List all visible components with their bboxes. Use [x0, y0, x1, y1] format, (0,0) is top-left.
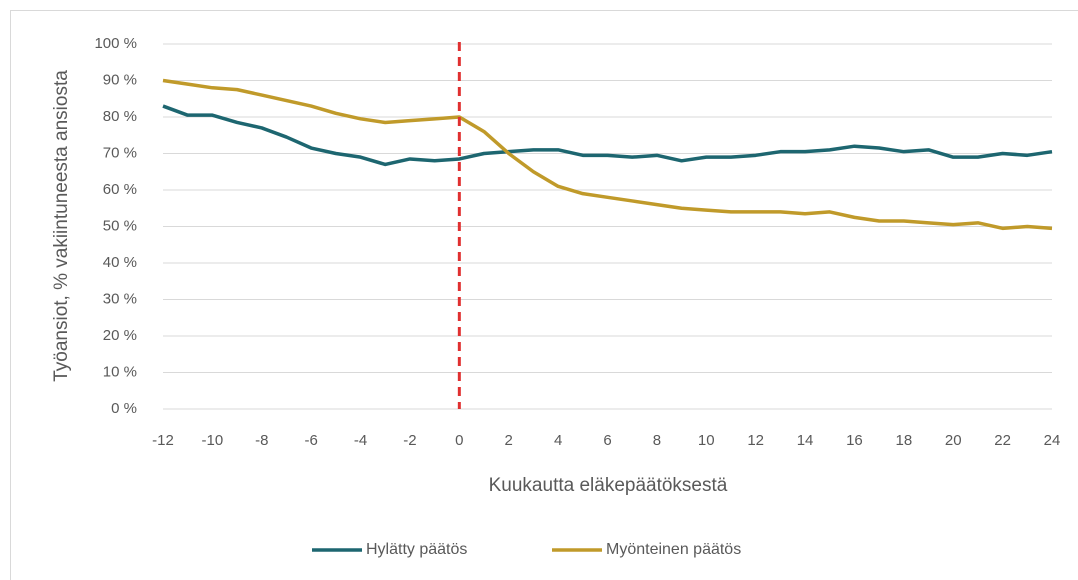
- x-axis-title: Kuukautta eläkepäätöksestä: [489, 475, 728, 496]
- x-tick-label: 12: [747, 432, 764, 449]
- legend-label: Hylätty päätös: [366, 541, 467, 558]
- y-axis-title: Työansiot, % vakiintuneesta ansiosta: [51, 70, 72, 382]
- y-tick-label: 0 %: [111, 400, 137, 417]
- x-tick-label: 18: [895, 432, 912, 449]
- y-tick-label: 80 %: [103, 108, 137, 125]
- x-tick-label: -12: [152, 432, 174, 449]
- y-tick-label: 100 %: [94, 35, 137, 52]
- y-tick-label: 40 %: [103, 254, 137, 271]
- series-line: [162, 78, 1053, 231]
- legend-label: Myönteinen päätös: [606, 541, 741, 558]
- x-tick-label: 4: [554, 432, 562, 449]
- x-tick-label: 6: [603, 432, 611, 449]
- x-tick-label: 16: [846, 432, 863, 449]
- x-tick-label: 14: [797, 432, 814, 449]
- x-tick-label: 10: [698, 432, 715, 449]
- y-tick-label: 60 %: [103, 181, 137, 198]
- x-tick-label: -8: [255, 432, 268, 449]
- y-tick-label: 50 %: [103, 217, 137, 234]
- x-tick-label: 22: [994, 432, 1011, 449]
- x-tick-label: 0: [455, 432, 463, 449]
- y-tick-label: 10 %: [103, 363, 137, 380]
- x-tick-label: 24: [1044, 432, 1061, 449]
- x-tick-label: -6: [304, 432, 317, 449]
- x-tick-label: -2: [403, 432, 416, 449]
- x-tick-label: 2: [505, 432, 513, 449]
- x-tick-label: 8: [653, 432, 661, 449]
- y-tick-label: 70 %: [103, 144, 137, 161]
- y-tick-label: 90 %: [103, 71, 137, 88]
- x-tick-label: 20: [945, 432, 962, 449]
- chart-frame: [10, 10, 1078, 580]
- x-tick-label: -4: [354, 432, 367, 449]
- y-tick-label: 20 %: [103, 327, 137, 344]
- x-tick-label: -10: [202, 432, 224, 449]
- y-tick-label: 30 %: [103, 290, 137, 307]
- series-line: [162, 104, 1053, 167]
